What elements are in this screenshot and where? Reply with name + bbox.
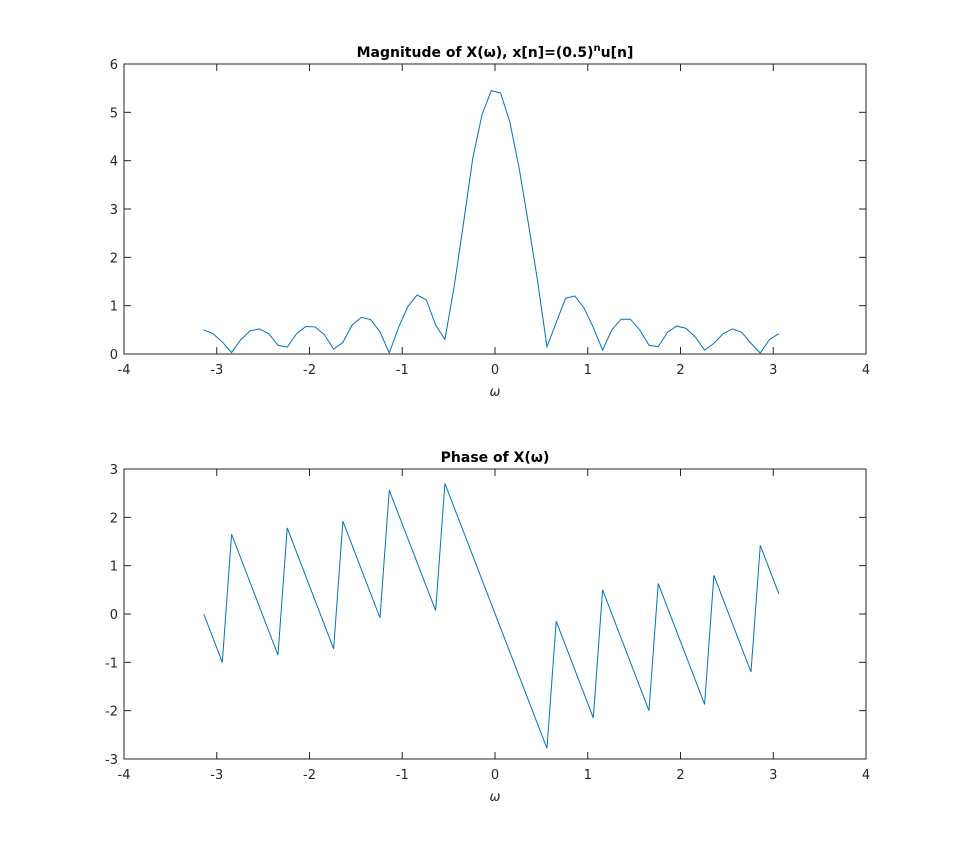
chart-title: Phase of X(ω) [441,450,550,466]
title-part: Magnitude of X(ω), x[n]=(0.5) [357,45,594,61]
x-tick-label: -1 [396,363,409,378]
y-tick-label: 3 [110,203,118,218]
x-tick-label: -4 [118,363,131,378]
x-tick-label: 1 [584,768,592,783]
x-tick-label: -4 [118,768,131,783]
y-tick-label: 5 [110,106,118,121]
x-tick-label: 0 [491,363,499,378]
title-part: n [594,43,601,54]
x-tick-label: 2 [676,768,684,783]
x-tick-label: -2 [303,768,316,783]
x-axis-label: ω [490,790,501,805]
x-axis-label: ω [490,385,501,400]
title-part: Phase of X(ω) [441,450,550,466]
data-line [203,89,780,355]
x-tick-label: -1 [396,768,409,783]
x-tick-label: -2 [303,363,316,378]
chart-title: Magnitude of X(ω), x[n]=(0.5)nu[n] [357,43,634,61]
x-tick-label: 4 [862,768,870,783]
x-tick-label: 0 [491,768,499,783]
y-tick-label: 0 [110,348,118,363]
y-tick-label: -2 [105,705,118,720]
x-tick-label: 2 [676,363,684,378]
y-tick-label: 0 [110,608,118,623]
y-tick-label: 1 [110,560,118,575]
y-tick-label: 2 [110,511,118,526]
y-tick-label: 6 [110,58,118,73]
y-tick-label: -3 [105,753,118,768]
y-tick-label: -1 [105,656,118,671]
y-tick-label: 3 [110,463,118,478]
x-tick-label: 1 [584,363,592,378]
x-tick-label: 3 [769,363,777,378]
y-tick-label: 1 [110,300,118,315]
y-tick-label: 4 [110,155,118,170]
x-tick-label: -3 [210,363,223,378]
x-tick-label: -3 [210,768,223,783]
y-tick-label: 2 [110,251,118,266]
data-line [203,483,780,749]
axes-box [123,63,867,355]
x-tick-label: 3 [769,768,777,783]
x-tick-label: 4 [862,363,870,378]
title-part: u[n] [601,45,634,61]
